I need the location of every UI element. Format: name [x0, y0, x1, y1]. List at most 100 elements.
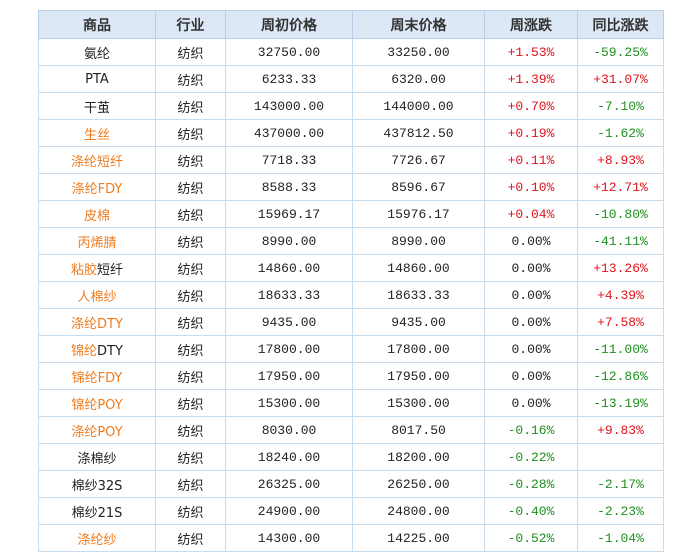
product-link[interactable]: 粘胶	[70, 262, 97, 278]
product-text: 氨纶	[83, 46, 110, 62]
open-price-cell: 6233.33	[225, 65, 353, 93]
close-price-cell: 17950.00	[352, 362, 485, 390]
yoy-change-cell: -12.86%	[577, 362, 664, 390]
yoy-change-cell: -1.62%	[577, 119, 664, 147]
product-cell: 粘胶短纤	[38, 254, 156, 282]
product-text: DTY	[97, 343, 123, 359]
product-text: 棉纱32S	[71, 478, 123, 494]
product-cell: 生丝	[38, 119, 156, 147]
open-price-cell: 8588.33	[225, 173, 353, 201]
product-text: PTA	[85, 71, 109, 87]
product-cell: 锦纶FDY	[38, 362, 156, 390]
open-price-cell: 26325.00	[225, 470, 353, 498]
table-row: 涤棉纱 纺织 18240.00 18200.00 -0.22%	[38, 443, 664, 471]
product-link[interactable]: 锦纶FDY	[71, 370, 123, 386]
yoy-change-cell: +12.71%	[577, 173, 664, 201]
yoy-change-cell: +7.58%	[577, 308, 664, 336]
table-row: 皮棉 纺织 15969.17 15976.17 +0.04% -10.80%	[38, 200, 664, 228]
open-price-cell: 437000.00	[225, 119, 353, 147]
weekly-change-cell: -0.28%	[484, 470, 578, 498]
yoy-change-cell: +31.07%	[577, 65, 664, 93]
yoy-change-cell: -7.10%	[577, 92, 664, 120]
close-price-cell: 14860.00	[352, 254, 485, 282]
close-price-cell: 33250.00	[352, 38, 485, 66]
industry-cell: 纺织	[155, 227, 226, 255]
product-cell: 干茧	[38, 92, 156, 120]
table-row: PTA 纺织 6233.33 6320.00 +1.39% +31.07%	[38, 65, 664, 93]
weekly-change-cell: -0.40%	[484, 497, 578, 525]
industry-cell: 纺织	[155, 497, 226, 525]
table-row: 涤纶FDY 纺织 8588.33 8596.67 +0.10% +12.71%	[38, 173, 664, 201]
product-cell: 涤纶DTY	[38, 308, 156, 336]
table-row: 人棉纱 纺织 18633.33 18633.33 0.00% +4.39%	[38, 281, 664, 309]
product-link[interactable]: 涤纶纱	[77, 532, 117, 548]
table-row: 生丝 纺织 437000.00 437812.50 +0.19% -1.62%	[38, 119, 664, 147]
weekly-change-cell: +0.04%	[484, 200, 578, 228]
industry-cell: 纺织	[155, 200, 226, 228]
industry-cell: 纺织	[155, 416, 226, 444]
close-price-cell: 18200.00	[352, 443, 485, 471]
weekly-change-cell: -0.22%	[484, 443, 578, 471]
close-price-cell: 9435.00	[352, 308, 485, 336]
weekly-change-cell: -0.52%	[484, 524, 578, 552]
open-price-cell: 9435.00	[225, 308, 353, 336]
weekly-change-cell: +1.39%	[484, 65, 578, 93]
yoy-change-cell: -10.80%	[577, 200, 664, 228]
product-link[interactable]: 锦纶	[71, 343, 98, 359]
weekly-change-cell: +0.11%	[484, 146, 578, 174]
open-price-cell: 18240.00	[225, 443, 353, 471]
table-row: 锦纶FDY 纺织 17950.00 17950.00 0.00% -12.86%	[38, 362, 664, 390]
close-price-cell: 24800.00	[352, 497, 485, 525]
header-cell: 周涨跌	[484, 10, 578, 39]
yoy-change-cell	[577, 443, 664, 471]
yoy-change-cell: -2.17%	[577, 470, 664, 498]
industry-cell: 纺织	[155, 308, 226, 336]
weekly-change-cell: 0.00%	[484, 308, 578, 336]
weekly-change-cell: +0.19%	[484, 119, 578, 147]
industry-cell: 纺织	[155, 38, 226, 66]
industry-cell: 纺织	[155, 335, 226, 363]
product-link[interactable]: 涤纶POY	[71, 424, 123, 440]
open-price-cell: 15300.00	[225, 389, 353, 417]
product-link[interactable]: 丙烯腈	[77, 235, 117, 251]
table-row: 棉纱21S 纺织 24900.00 24800.00 -0.40% -2.23%	[38, 497, 664, 525]
weekly-change-cell: +0.10%	[484, 173, 578, 201]
product-cell: 氨纶	[38, 38, 156, 66]
industry-cell: 纺织	[155, 173, 226, 201]
header-cell: 周初价格	[225, 10, 353, 39]
yoy-change-cell: -41.11%	[577, 227, 664, 255]
product-link[interactable]: 锦纶POY	[71, 397, 123, 413]
open-price-cell: 32750.00	[225, 38, 353, 66]
industry-cell: 纺织	[155, 362, 226, 390]
open-price-cell: 18633.33	[225, 281, 353, 309]
product-link[interactable]: 皮棉	[83, 208, 110, 224]
product-link[interactable]: 人棉纱	[77, 289, 117, 305]
open-price-cell: 8030.00	[225, 416, 353, 444]
weekly-change-cell: 0.00%	[484, 227, 578, 255]
header-cell: 周末价格	[352, 10, 485, 39]
product-cell: 锦纶POY	[38, 389, 156, 417]
product-link[interactable]: 涤纶短纤	[70, 154, 123, 170]
product-cell: 丙烯腈	[38, 227, 156, 255]
close-price-cell: 15300.00	[352, 389, 485, 417]
close-price-cell: 15976.17	[352, 200, 485, 228]
product-link[interactable]: 涤纶FDY	[71, 181, 123, 197]
yoy-change-cell: -59.25%	[577, 38, 664, 66]
close-price-cell: 18633.33	[352, 281, 485, 309]
table-row: 棉纱32S 纺织 26325.00 26250.00 -0.28% -2.17%	[38, 470, 664, 498]
yoy-change-cell: -13.19%	[577, 389, 664, 417]
open-price-cell: 14860.00	[225, 254, 353, 282]
close-price-cell: 8017.50	[352, 416, 485, 444]
weekly-change-cell: -0.16%	[484, 416, 578, 444]
table-row: 涤纶POY 纺织 8030.00 8017.50 -0.16% +9.83%	[38, 416, 664, 444]
product-cell: 皮棉	[38, 200, 156, 228]
yoy-change-cell: -2.23%	[577, 497, 664, 525]
table-row: 丙烯腈 纺织 8990.00 8990.00 0.00% -41.11%	[38, 227, 664, 255]
industry-cell: 纺织	[155, 119, 226, 147]
open-price-cell: 15969.17	[225, 200, 353, 228]
product-link[interactable]: 生丝	[83, 127, 110, 143]
open-price-cell: 8990.00	[225, 227, 353, 255]
product-link[interactable]: 涤纶DTY	[71, 316, 123, 332]
product-text: 干茧	[83, 100, 110, 116]
